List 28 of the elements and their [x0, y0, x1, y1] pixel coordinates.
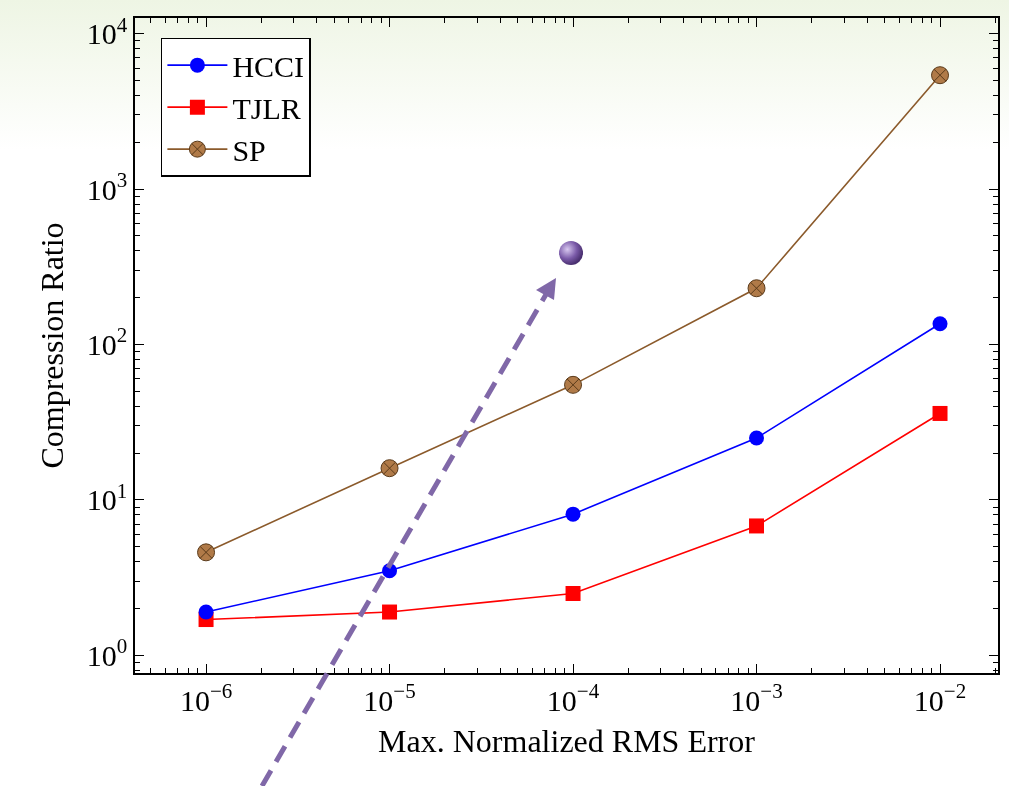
- point: [932, 316, 948, 332]
- point: [197, 543, 216, 562]
- legend-label: HCCI: [232, 49, 305, 83]
- x-tick-label: 10$^{−5}$: [363, 679, 416, 717]
- point: [565, 506, 581, 522]
- x-axis-title: Max. Normalized RMS Error: [378, 723, 756, 760]
- point: [382, 604, 398, 620]
- y-tick-label: 10$^{3}$: [86, 167, 128, 206]
- y-tick-label: 10$^{2}$: [86, 323, 128, 361]
- y-tick-label: 10$^{4}$: [86, 12, 128, 51]
- x-tick-label: 10$^{−2}$: [913, 679, 967, 717]
- y-tick-label: 10$^{1}$: [86, 478, 128, 517]
- point: [749, 518, 765, 534]
- point: [932, 405, 948, 421]
- point: [749, 430, 765, 446]
- point: [198, 604, 214, 620]
- legend-label: TJLR: [232, 91, 301, 125]
- y-axis-title: Compression Ratio: [33, 222, 70, 469]
- y-tick-label: 10$^{0}$: [86, 634, 128, 672]
- point: [565, 586, 581, 601]
- x-tick-label: 10$^{−4}$: [546, 679, 600, 717]
- legend-label: SP: [232, 133, 266, 167]
- x-tick-label: 10$^{−3}$: [730, 679, 783, 717]
- point: [931, 66, 950, 85]
- point: [747, 279, 766, 298]
- point: [564, 375, 583, 394]
- x-tick-label: 10$^{−6}$: [179, 679, 233, 717]
- point: [380, 459, 399, 478]
